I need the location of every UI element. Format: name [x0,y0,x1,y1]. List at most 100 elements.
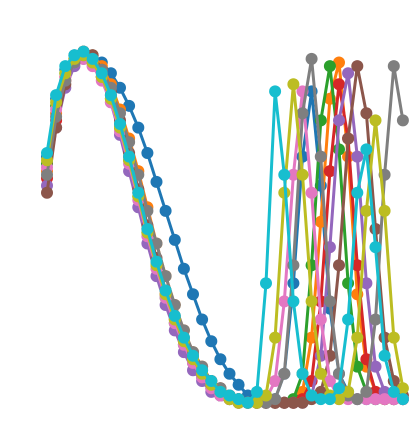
data-point [323,393,336,406]
data-point [214,385,227,398]
data-point [168,309,181,322]
data-point [333,393,345,406]
data-point [278,367,291,380]
data-point [305,52,318,65]
data-point [342,385,355,398]
data-point [250,396,263,409]
data-point [287,396,300,409]
data-point [278,168,291,181]
series-layer [41,45,409,409]
data-point [141,147,154,159]
data-point [41,147,53,159]
data-point [351,60,364,73]
data-point [287,78,300,91]
data-point [333,143,345,156]
data-point [351,150,364,163]
data-point [159,204,172,217]
data-point [296,396,309,409]
data-point [68,49,81,62]
series-10 [41,45,409,409]
data-point [351,393,364,406]
data-point [177,262,190,275]
data-point [260,277,272,290]
data-point [314,313,327,326]
data-point [150,255,163,268]
data-point [269,85,282,98]
data-point [333,56,345,69]
data-point [250,385,263,398]
data-point [305,389,318,402]
data-point [269,375,282,387]
data-point [177,331,190,344]
data-point [232,393,245,406]
data-point [77,45,90,58]
data-point [104,89,117,102]
data-point [187,288,199,301]
data-point [86,52,99,65]
data-point [351,259,364,272]
data-point [323,165,336,178]
data-point [269,331,282,344]
data-point [387,385,400,398]
data-point [333,382,345,395]
data-point [387,331,400,344]
data-point [378,204,391,217]
data-point [305,295,318,308]
data-point [323,375,336,387]
data-point [296,168,309,181]
data-point [150,175,163,188]
data-point [342,132,355,145]
data-point [114,118,126,130]
data-point [387,60,400,73]
data-point [342,67,355,80]
data-point [196,364,209,377]
data-point [396,114,409,127]
data-point [369,360,382,373]
data-point [241,396,254,409]
data-point [223,367,236,380]
data-point [369,393,382,406]
data-point [369,114,382,127]
data-point [378,349,391,362]
data-point [287,168,300,181]
data-point [141,223,154,235]
data-point [342,313,355,326]
data-point [205,375,218,387]
data-point [59,60,72,73]
data-point [351,186,364,199]
data-point [260,389,272,402]
data-point [132,186,145,199]
data-point [123,150,136,163]
data-point [296,107,309,120]
data-point [196,313,209,326]
data-point [360,143,373,156]
data-point [305,186,318,199]
data-point [168,233,181,246]
data-point [333,259,345,272]
data-point [360,107,373,120]
data-point [396,382,409,395]
data-point [351,331,364,344]
data-point [360,277,373,290]
data-point [114,81,126,94]
data-point [314,150,327,163]
data-point [314,367,327,380]
data-point [41,168,53,181]
data-point [369,313,382,326]
data-point [314,393,327,406]
data-point [132,121,145,134]
data-point [333,78,345,91]
data-point [41,186,53,199]
data-point [333,114,345,127]
data-point [223,389,236,402]
data-point [360,385,373,398]
data-point [323,60,336,73]
data-point [396,393,409,406]
data-point [378,393,391,406]
data-point [232,378,245,391]
data-point [369,241,382,254]
data-point [50,89,63,102]
data-point [296,367,309,380]
data-point [278,295,291,308]
